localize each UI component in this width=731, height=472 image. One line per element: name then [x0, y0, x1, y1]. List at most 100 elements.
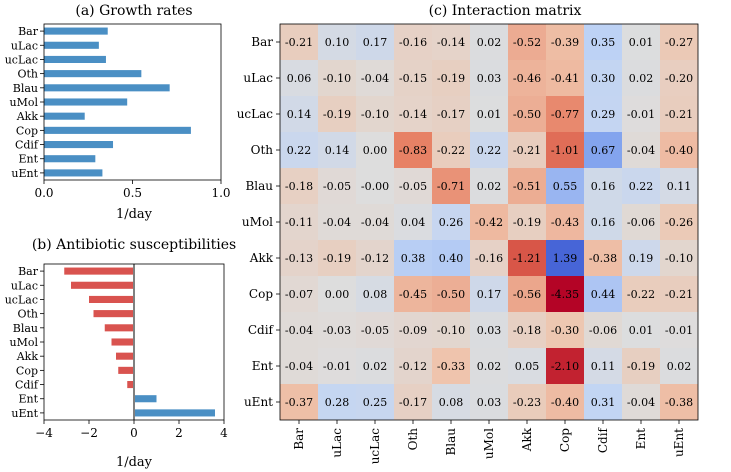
antibiotic-susceptibilities-bar-uent: [134, 409, 215, 417]
antibiotic-susceptibilities-bar-ent: [134, 395, 157, 403]
heatmap-value-uent-bar: -0.37: [285, 396, 313, 409]
heatmap-value-cdif-ent: 0.01: [629, 324, 654, 337]
heatmap-cell-ent-oth: [394, 348, 432, 384]
heatmap-value-ent-cop: -2.10: [551, 360, 579, 373]
heatmap-cell-ent-ulac: [318, 348, 356, 384]
heatmap-value-ent-bar: -0.04: [285, 360, 313, 373]
antibiotic-susceptibilities-xtick-label-2: 0: [130, 426, 138, 440]
antibiotic-susceptibilities-ytick-label-bar: Bar: [18, 265, 39, 278]
heatmap-cell-akk-ulac: [318, 240, 356, 276]
heatmap-cell-cop-uclac: [356, 276, 394, 312]
heatmap-value-ulac-ulac: -0.10: [323, 72, 351, 85]
heatmap-value-oth-umol: 0.22: [477, 144, 502, 157]
heatmap-cell-cop-akk: [508, 276, 546, 312]
heatmap-value-uclac-uent: -0.21: [665, 108, 693, 121]
heatmap-value-uclac-akk: -0.50: [513, 108, 541, 121]
heatmap-cell-oth-oth: [394, 132, 432, 168]
heatmap-value-cop-cop: -4.35: [551, 288, 579, 301]
heatmap-cell-ulac-ent: [622, 60, 660, 96]
heatmap-value-umol-ulac: -0.04: [323, 216, 351, 229]
heatmap-row-label-cdif: Cdif: [248, 323, 275, 337]
heatmap-value-ent-ulac: -0.01: [323, 360, 351, 373]
heatmap-col-label-ulac: uLac: [330, 428, 344, 458]
heatmap-value-umol-blau: 0.26: [439, 216, 464, 229]
heatmap-cell-akk-bar: [280, 240, 318, 276]
heatmap-cell-akk-oth: [394, 240, 432, 276]
heatmap-value-umol-cop: -0.43: [551, 216, 579, 229]
heatmap-cell-umol-cop: [546, 204, 584, 240]
heatmap-value-uent-ent: -0.04: [627, 396, 655, 409]
antibiotic-susceptibilities-bar-bar: [64, 267, 134, 275]
antibiotic-susceptibilities-ytick-label-blau: Blau: [13, 322, 38, 335]
heatmap-cell-blau-oth: [394, 168, 432, 204]
heatmap-value-bar-ent: 0.01: [629, 36, 654, 49]
heatmap-cell-umol-akk: [508, 204, 546, 240]
heatmap-value-akk-ulac: -0.19: [323, 252, 351, 265]
heatmap-cell-ent-cop: [546, 348, 584, 384]
heatmap-cell-bar-umol: [470, 24, 508, 60]
heatmap-value-uent-umol: 0.03: [477, 396, 502, 409]
heatmap-value-cdif-bar: -0.04: [285, 324, 313, 337]
heatmap-value-uent-uclac: 0.25: [363, 396, 388, 409]
heatmap-value-bar-uent: -0.27: [665, 36, 693, 49]
heatmap-value-ulac-uent: -0.20: [665, 72, 693, 85]
antibiotic-susceptibilities-ytick-label-umol: uMol: [10, 336, 39, 349]
heatmap-value-umol-ent: -0.06: [627, 216, 655, 229]
heatmap-value-cdif-ulac: -0.03: [323, 324, 351, 337]
heatmap-cell-ent-cdif: [584, 348, 622, 384]
heatmap-cell-oth-uent: [660, 132, 698, 168]
heatmap-value-uent-oth: -0.17: [399, 396, 427, 409]
heatmap-cell-uent-umol: [470, 384, 508, 420]
growth-rates-ytick-label-blau: Blau: [13, 82, 38, 95]
heatmap-value-akk-ent: 0.19: [629, 252, 654, 265]
heatmap-col-label-akk: Akk: [520, 427, 534, 452]
heatmap-value-cop-ulac: 0.00: [325, 288, 350, 301]
heatmap-cell-blau-bar: [280, 168, 318, 204]
antibiotic-susceptibilities-xtick-label-1: −2: [80, 426, 98, 440]
heatmap-cell-oth-uclac: [356, 132, 394, 168]
heatmap-value-akk-uclac: -0.12: [361, 252, 389, 265]
heatmap-cell-akk-akk: [508, 240, 546, 276]
heatmap-col-label-cdif: Cdif: [596, 426, 610, 453]
antibiotic-susceptibilities-ytick-label-ulac: uLac: [11, 279, 38, 292]
antibiotic-susceptibilities-ytick-label-cdif: Cdif: [15, 379, 39, 392]
heatmap-cell-ulac-cop: [546, 60, 584, 96]
interaction-matrix-title: (c) Interaction matrix: [429, 3, 582, 19]
heatmap-value-akk-blau: 0.40: [439, 252, 464, 265]
heatmap-cell-umol-blau: [432, 204, 470, 240]
heatmap-cell-akk-cdif: [584, 240, 622, 276]
heatmap-value-uclac-umol: 0.01: [477, 108, 502, 121]
growth-rates-bar-ulac: [44, 41, 99, 49]
heatmap-value-akk-akk: -1.21: [513, 252, 541, 265]
heatmap-value-cop-uclac: 0.08: [363, 288, 388, 301]
heatmap-cell-cdif-akk: [508, 312, 546, 348]
heatmap-cell-bar-ent: [622, 24, 660, 60]
heatmap-cell-bar-akk: [508, 24, 546, 60]
heatmap-cell-ent-uent: [660, 348, 698, 384]
heatmap-value-oth-cop: -1.01: [551, 144, 579, 157]
heatmap-value-cdif-uent: -0.01: [665, 324, 693, 337]
heatmap-value-blau-uclac: -0.00: [361, 180, 389, 193]
heatmap-cell-uent-ulac: [318, 384, 356, 420]
heatmap-row-label-ulac: uLac: [243, 71, 273, 85]
heatmap-cell-blau-ent: [622, 168, 660, 204]
heatmap-value-oth-bar: 0.22: [287, 144, 312, 157]
heatmap-frame: [279, 23, 699, 421]
growth-rates-ytick-label-oth: Oth: [17, 68, 38, 81]
heatmap-value-bar-umol: 0.02: [477, 36, 502, 49]
growth-rates-ytick-label-cop: Cop: [16, 124, 38, 137]
growth-rates-bar-cdif: [44, 141, 114, 149]
heatmap-cell-ulac-umol: [470, 60, 508, 96]
antibiotic-susceptibilities-bar-akk: [116, 352, 134, 360]
heatmap-value-oth-ent: -0.04: [627, 144, 655, 157]
heatmap-cell-uclac-uclac: [356, 96, 394, 132]
heatmap-cell-oth-bar: [280, 132, 318, 168]
heatmap-row-label-akk: Akk: [249, 251, 274, 265]
heatmap-value-blau-bar: -0.18: [285, 180, 313, 193]
growth-rates-ytick-label-ent: Ent: [18, 153, 38, 166]
antibiotic-susceptibilities-ytick-label-ent: Ent: [18, 393, 38, 406]
heatmap-value-oth-ulac: 0.14: [325, 144, 350, 157]
heatmap-cell-uent-cop: [546, 384, 584, 420]
